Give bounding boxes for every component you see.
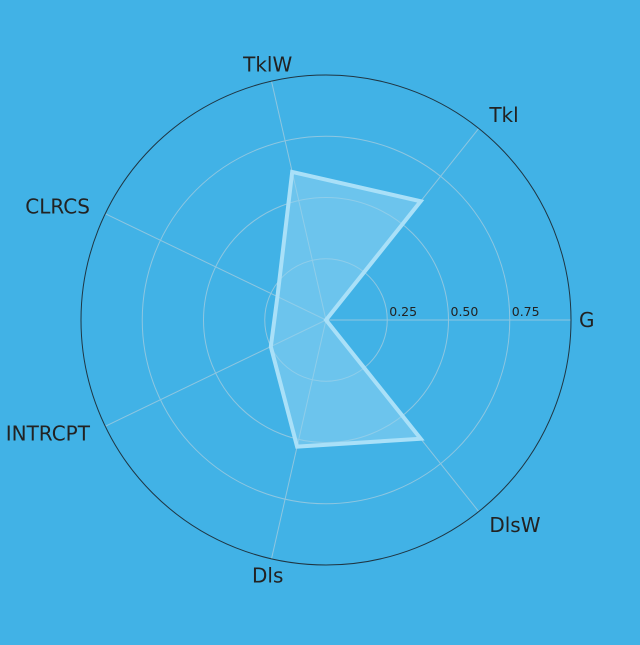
category-label-g: G: [579, 308, 595, 332]
r-tick-label-3: 0.75: [512, 304, 540, 319]
category-label-tkl: Tkl: [488, 103, 518, 127]
category-label-dlsw: DlsW: [489, 513, 540, 537]
category-label-tklw: TklW: [242, 53, 292, 77]
category-label-dls: Dls: [252, 563, 283, 587]
category-label-clrcs: CLRCS: [25, 194, 90, 218]
category-label-intrcpt: INTRCPT: [6, 422, 91, 446]
r-tick-label-2: 0.50: [451, 304, 479, 319]
r-tick-label-1: 0.25: [389, 304, 417, 319]
